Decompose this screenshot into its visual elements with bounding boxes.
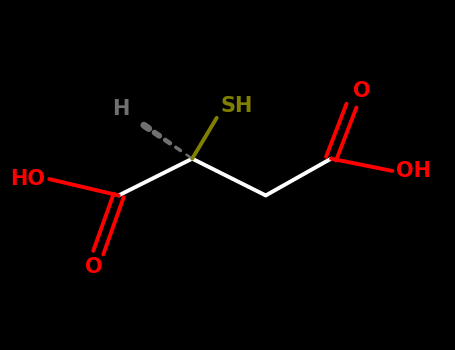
Text: OH: OH [396,161,431,181]
Text: H: H [112,99,129,119]
Text: HO: HO [10,169,45,189]
Text: SH: SH [221,96,253,116]
Text: O: O [353,82,371,102]
Text: O: O [86,257,103,277]
